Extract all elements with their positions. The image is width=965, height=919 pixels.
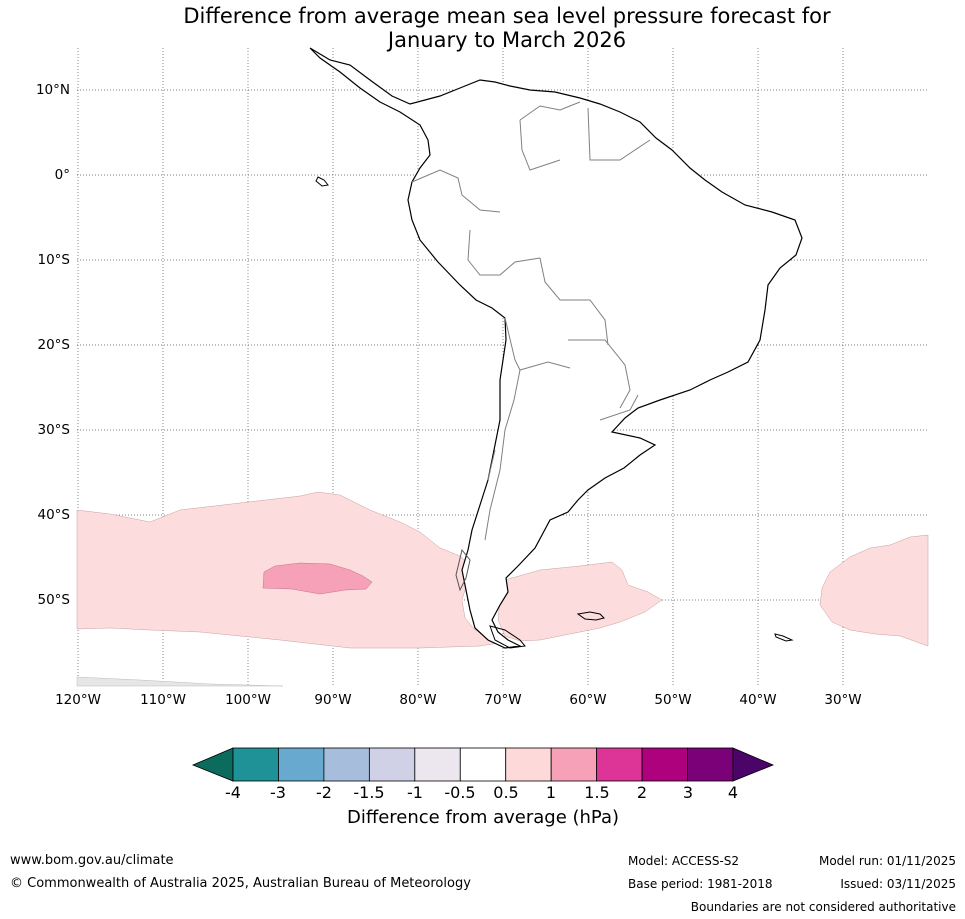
colorbar-segment: [232, 747, 279, 782]
south-america-coastline[interactable]: [309, 47, 803, 649]
colorbar-tick: 0.5: [493, 783, 519, 802]
colorbar-tick: -3: [270, 783, 286, 802]
model-run-text: Model run: 01/11/2025: [818, 854, 956, 868]
lon-label-50w: 50°W: [654, 692, 692, 708]
southern-edge-negative[interactable]: [76, 676, 284, 687]
lat-label-20s: 20°S: [37, 337, 71, 353]
website-link[interactable]: www.bom.gov.au/climate: [10, 853, 174, 868]
lat-label-40s: 40°S: [37, 507, 71, 523]
colorbar-segment: [323, 747, 370, 782]
colorbar-tick: -1: [407, 783, 423, 802]
lon-label-30w: 30°W: [824, 692, 862, 708]
lon-label-60w: 60°W: [569, 692, 607, 708]
colorbar-high-extend: [732, 747, 775, 782]
colorbar-tick: -2: [316, 783, 332, 802]
chiloe-archipelago: [455, 548, 471, 592]
colorbar-title: Difference from average (hPa): [346, 807, 620, 828]
south-georgia: [774, 633, 794, 642]
base-period-text: Base period: 1981-2018: [628, 877, 773, 891]
colorbar-segments: [232, 747, 734, 782]
colorbar-tick: -4: [225, 783, 241, 802]
lon-label-100w: 100°W: [225, 692, 271, 708]
model-text: Model: ACCESS-S2: [628, 854, 740, 868]
lon-label-120w: 120°W: [55, 692, 101, 708]
colorbar-tick: 1: [545, 783, 557, 802]
colorbar-segment: [368, 747, 416, 782]
colorbar-segment: [414, 747, 461, 782]
tierra-del-fuego: [489, 625, 526, 649]
chart-title-line-2: January to March 2026: [387, 28, 627, 52]
chart-title: Difference from average mean sea level p…: [0, 4, 965, 52]
lat-label-0: 0°: [54, 167, 70, 183]
colorbar-segment: [641, 747, 688, 782]
copyright-text: © Commonwealth of Australia 2025, Austra…: [10, 876, 471, 891]
lon-label-40w: 40°W: [739, 692, 777, 708]
colorbar-segment: [505, 747, 552, 782]
colorbar-segment: [596, 747, 643, 782]
lat-label-10n: 10°N: [35, 82, 70, 98]
disclaimer-text: Boundaries are not considered authoritat…: [690, 900, 956, 914]
colorbar-tick: 3: [682, 783, 694, 802]
lat-label-10s: 10°S: [37, 252, 71, 268]
lon-label-70w: 70°W: [484, 692, 522, 708]
colorbar-tick: 4: [727, 783, 739, 802]
lon-label-110w: 110°W: [140, 692, 186, 708]
east-atlantic-anomaly[interactable]: [819, 534, 929, 647]
colorbar-tick: -1.5: [353, 783, 385, 802]
colorbar-tick: 2: [636, 783, 648, 802]
galapagos-islands: [315, 176, 329, 187]
lat-label-30s: 30°S: [37, 422, 71, 438]
lon-label-90w: 90°W: [314, 692, 352, 708]
south-atlantic-anomaly[interactable]: [497, 561, 663, 642]
chart-title-line-1: Difference from average mean sea level p…: [183, 4, 831, 28]
pacific-core-anomaly[interactable]: [262, 562, 373, 595]
country-borders: [411, 101, 651, 541]
colorbar-segment: [687, 747, 734, 782]
colorbar-tick: 1.5: [584, 783, 610, 802]
colorbar-low-extend: [191, 747, 234, 782]
issued-text: Issued: 03/11/2025: [840, 877, 956, 891]
islands: [315, 176, 794, 649]
colorbar-segment: [550, 747, 598, 782]
lat-label-50s: 50°S: [37, 592, 71, 608]
colorbar-tick: -0.5: [444, 783, 476, 802]
colorbar[interactable]: [191, 747, 775, 782]
colorbar-segment: [459, 747, 507, 782]
colorbar-segment: [278, 747, 325, 782]
falkland-islands: [576, 611, 605, 621]
lon-label-80w: 80°W: [399, 692, 437, 708]
